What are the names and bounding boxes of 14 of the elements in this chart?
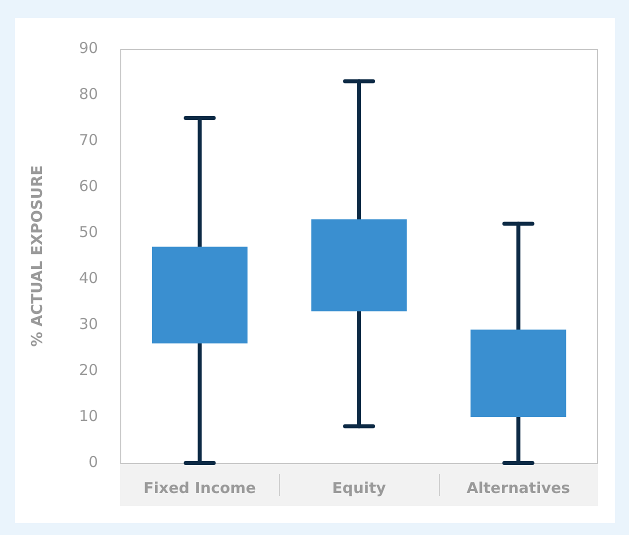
y-axis-title: % ACTUAL EXPOSURE xyxy=(28,165,46,347)
y-tick-label: 30 xyxy=(78,314,98,333)
y-tick-label: 20 xyxy=(78,360,98,379)
y-tick-label: 60 xyxy=(78,176,98,195)
y-tick-label: 10 xyxy=(78,406,98,425)
y-tick-label: 90 xyxy=(78,38,98,57)
y-tick-label: 0 xyxy=(88,452,98,471)
y-tick-label: 40 xyxy=(78,268,98,287)
y-tick-label: 50 xyxy=(78,222,98,241)
x-tick-label: Alternatives xyxy=(466,478,570,497)
x-tick-label: Fixed Income xyxy=(144,478,256,497)
x-tick-label: Equity xyxy=(332,478,386,497)
y-tick-label: 80 xyxy=(78,84,98,103)
y-tick-label: 70 xyxy=(78,130,98,149)
